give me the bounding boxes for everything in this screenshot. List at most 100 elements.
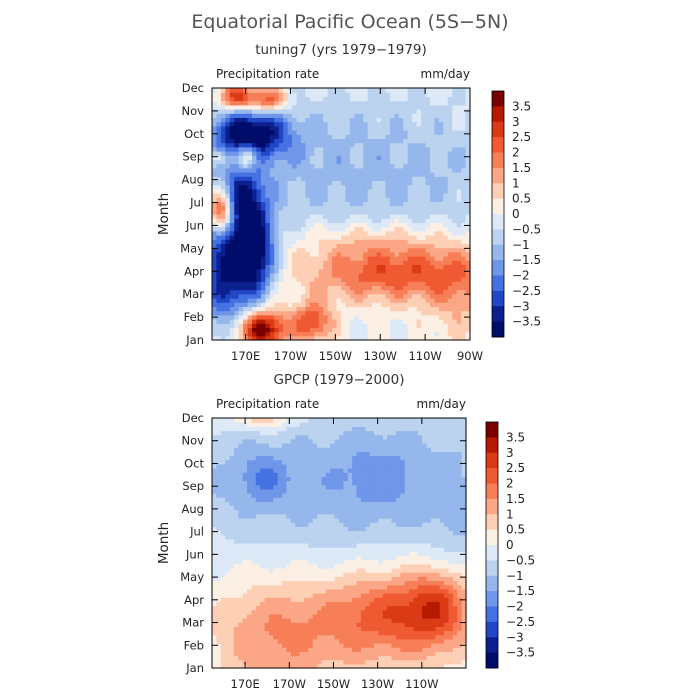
colorbar-swatch	[492, 91, 504, 107]
heatmap-cell	[461, 167, 467, 173]
heatmap-cell	[234, 331, 240, 337]
heatmap-cell	[303, 618, 309, 623]
heatmap-cell	[243, 130, 249, 135]
heatmap-cell	[314, 88, 320, 93]
heatmap-cell	[308, 451, 314, 457]
heatmap-cell	[438, 230, 444, 236]
heatmap-cell	[252, 134, 258, 139]
heatmap-cell	[252, 130, 258, 135]
heatmap-cell	[216, 426, 222, 432]
heatmap-cell	[299, 572, 305, 577]
heatmap-cell	[456, 159, 462, 165]
heatmap-cell	[443, 151, 449, 156]
heatmap-cell	[452, 251, 458, 257]
heatmap-cell	[283, 184, 289, 190]
heatmap-cell	[394, 260, 400, 265]
heatmap-cell	[389, 159, 395, 165]
heatmap-cell	[354, 243, 360, 249]
heatmap-cell	[234, 335, 240, 341]
heatmap-cell	[394, 281, 400, 286]
heatmap-cell	[341, 214, 347, 219]
heatmap-cell	[358, 314, 364, 320]
heatmap-cell	[238, 138, 244, 144]
heatmap-cell	[256, 289, 262, 295]
heatmap-cell	[421, 243, 427, 249]
heatmap-cell	[305, 155, 311, 160]
heatmap-cell	[251, 497, 257, 502]
heatmap-cell	[229, 468, 235, 473]
heatmap-cell	[269, 272, 275, 278]
heatmap-cell	[229, 655, 235, 661]
heatmap-cell	[299, 576, 305, 582]
heatmap-cell	[295, 580, 301, 586]
heatmap-cell	[216, 130, 222, 135]
heatmap-cell	[372, 151, 378, 156]
heatmap-cell	[251, 572, 257, 577]
heatmap-cell	[290, 543, 296, 548]
heatmap-cell	[296, 218, 302, 223]
heatmap-cell	[247, 109, 253, 114]
heatmap-cell	[412, 214, 418, 219]
heatmap-cell	[300, 134, 307, 139]
heatmap-cell	[220, 235, 226, 240]
heatmap-cell	[212, 197, 218, 202]
heatmap-cell	[354, 247, 360, 253]
heatmap-cell	[216, 88, 222, 93]
heatmap-cell	[243, 100, 249, 106]
heatmap-cell	[238, 117, 244, 123]
heatmap-cell	[220, 497, 226, 502]
heatmap-cell	[461, 256, 467, 261]
heatmap-cell	[456, 306, 462, 312]
heatmap-cell	[336, 289, 342, 295]
heatmap-cell	[216, 513, 222, 519]
heatmap-cell	[247, 172, 253, 177]
heatmap-cell	[286, 588, 292, 594]
heatmap-cell	[283, 205, 289, 211]
heatmap-cell	[212, 588, 217, 594]
heatmap-cell	[299, 647, 305, 652]
heatmap-cell	[238, 626, 244, 632]
heatmap-cell	[349, 121, 355, 127]
heatmap-cell	[354, 176, 360, 181]
heatmap-cell	[314, 314, 320, 320]
heatmap-cell	[299, 559, 305, 565]
heatmap-cell	[318, 159, 324, 165]
heatmap-cell	[216, 584, 222, 590]
heatmap-cell	[260, 622, 266, 627]
colorbar-label: −0.5	[512, 222, 541, 236]
heatmap-cell	[212, 484, 217, 490]
heatmap-cell	[216, 630, 222, 636]
heatmap-cell	[220, 572, 226, 577]
heatmap-cell	[220, 547, 226, 552]
heatmap-cell	[242, 559, 248, 565]
heatmap-cell	[238, 455, 244, 461]
heatmap-cell	[242, 426, 248, 432]
heatmap-cell	[229, 243, 235, 249]
heatmap-cell	[416, 314, 422, 320]
heatmap-cell	[456, 113, 462, 118]
heatmap-cell	[358, 92, 364, 97]
heatmap-cell	[429, 92, 436, 97]
heatmap-cell	[260, 117, 266, 123]
heatmap-cell	[274, 163, 280, 169]
heatmap-cell	[268, 622, 274, 627]
heatmap-cell	[389, 201, 395, 207]
heatmap-cell	[367, 323, 373, 328]
heatmap-cell	[429, 260, 436, 265]
heatmap-cell	[220, 580, 226, 586]
heatmap-cell	[234, 104, 240, 110]
heatmap-cell	[255, 518, 261, 523]
heatmap-cell	[456, 109, 462, 114]
heatmap-cell	[290, 447, 296, 452]
heatmap-cell	[252, 331, 258, 337]
heatmap-cell	[309, 323, 315, 328]
heatmap-cell	[425, 319, 431, 324]
heatmap-cell	[225, 281, 231, 286]
heatmap-cell	[407, 92, 413, 97]
heatmap-cell	[323, 130, 329, 135]
heatmap-cell	[312, 563, 318, 569]
heatmap-cell	[318, 331, 324, 337]
heatmap-cell	[274, 193, 280, 198]
heatmap-cell	[407, 306, 413, 312]
heatmap-cell	[416, 113, 422, 118]
